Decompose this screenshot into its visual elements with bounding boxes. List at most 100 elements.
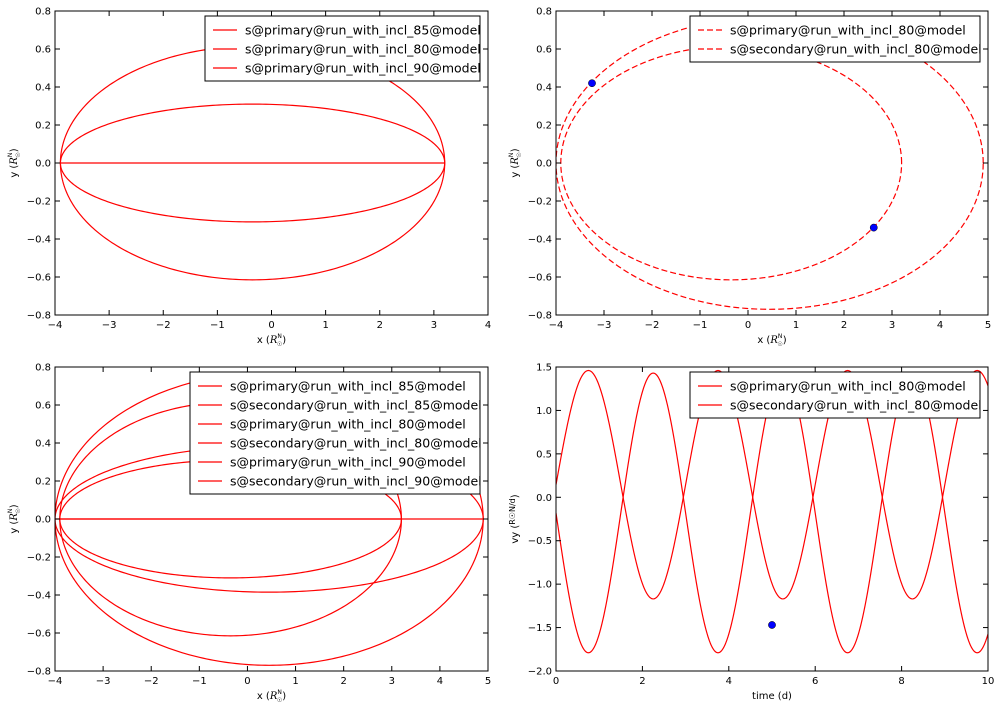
y-tick-label: −0.6 — [528, 273, 552, 284]
y-tick-label: −0.4 — [27, 235, 51, 246]
x-tick-label: −4 — [549, 320, 564, 331]
x-tick-label: 2 — [841, 320, 847, 331]
y-tick-label: 0.8 — [35, 363, 51, 374]
y-tick-label: 0.0 — [536, 493, 552, 504]
y-tick-label: −0.4 — [27, 591, 51, 602]
x-axis-label: time (d) — [752, 691, 792, 702]
y-axis-label: vy (R☉N/d) — [508, 494, 521, 543]
y-tick-label: 0.6 — [536, 45, 552, 56]
x-tick-label: −3 — [96, 676, 111, 687]
y-axis-label: y (RN☉) — [508, 148, 523, 177]
legend-label: s@primary@run_with_incl_80@model — [730, 379, 966, 394]
legend-box — [189, 371, 481, 495]
legend-box — [204, 15, 481, 82]
x-tick-label: 3 — [889, 320, 895, 331]
legend: s@primary@run_with_incl_80@model s@second… — [689, 15, 982, 63]
legend-label: s@primary@run_with_incl_90@model — [245, 61, 481, 76]
y-tick-label: −0.8 — [528, 311, 552, 322]
y-tick-label: 0.8 — [536, 7, 552, 18]
x-tick-label: 2 — [377, 320, 383, 331]
y-tick-label: 0.2 — [536, 121, 552, 132]
x-tick-label: 1 — [322, 320, 328, 331]
x-tick-label: −2 — [156, 320, 171, 331]
chart-panel-bottom-right: 0 2 4 6 8 10 −2.0 −1.5 −1.0 −0.5 0.0 0.5 1.0 1.5 time … — [508, 363, 994, 703]
legend-label: s@secondary@run_with_incl_90@model — [230, 474, 482, 489]
y-tick-label: −0.8 — [27, 311, 51, 322]
x-tick-label: −4 — [48, 320, 63, 331]
x-tick-label: 10 — [982, 676, 995, 687]
x-tick-label: −1 — [192, 676, 207, 687]
x-tick-label: 4 — [937, 320, 943, 331]
x-tick-label: 1 — [793, 320, 799, 331]
y-tick-label: −1.0 — [528, 580, 552, 591]
x-tick-label: −3 — [102, 320, 117, 331]
x-tick-label: 0 — [745, 320, 751, 331]
x-tick-label: 8 — [898, 676, 904, 687]
legend-label: s@secondary@run_with_incl_80@model — [730, 398, 982, 413]
axes-frame — [555, 366, 989, 672]
data-point-1 — [768, 621, 776, 629]
y-tick-label: −0.6 — [27, 629, 51, 640]
y-tick-label: 0.4 — [536, 83, 552, 94]
x-tick-label: 0 — [244, 676, 250, 687]
chart-panel-top-right: −4 −3 −2 −1 0 1 2 3 4 5 −0.8 −0.6 −0.4 −0.2 0.0 0.2 0.4 0… — [508, 7, 991, 349]
legend-label: s@primary@run_with_incl_80@model — [245, 42, 481, 57]
legend-label: s@primary@run_with_incl_85@model — [230, 379, 466, 394]
x-tick-label: 1 — [292, 676, 298, 687]
legend-box — [689, 15, 981, 63]
x-tick-label: 2 — [639, 676, 645, 687]
y-tick-label: −0.2 — [27, 553, 51, 564]
y-tick-label: −0.2 — [528, 197, 552, 208]
legend-label: s@primary@run_with_incl_80@model — [230, 417, 466, 432]
x-axis-label: x (RN ☉) — [257, 689, 286, 704]
y-tick-label: 0.8 — [35, 7, 51, 18]
y-tick-label: 0.0 — [536, 159, 552, 170]
y-tick-label: −0.4 — [528, 235, 552, 246]
series-line-1 — [556, 369, 988, 600]
legend: s@primary@run_with_incl_80@model s@second… — [689, 371, 982, 419]
x-tick-label: 4 — [485, 320, 491, 331]
y-tick-label: 0.0 — [35, 159, 51, 170]
y-tick-label: 1.5 — [536, 363, 552, 374]
x-tick-label: 4 — [726, 676, 732, 687]
y-tick-label: −2.0 — [528, 667, 552, 678]
y-tick-label: 0.4 — [35, 83, 51, 94]
y-tick-label: 0.6 — [35, 45, 51, 56]
data-point-1 — [588, 79, 596, 88]
x-tick-label: 5 — [485, 676, 491, 687]
chart-panel-top-left: −4 −3 −2 −1 0 1 2 3 4 −0.8 −0.6 −0.4 −0.2 0.0 0.2 0.4 0.… — [7, 7, 491, 349]
legend-label: s@secondary@run_with_incl_80@model — [230, 436, 482, 451]
y-axis-label: y (RN☉) — [7, 148, 22, 177]
x-tick-label: −3 — [597, 320, 612, 331]
series-line-1 — [560, 45, 903, 281]
legend-label: s@primary@run_with_incl_85@model — [245, 23, 481, 38]
data-point-2 — [869, 223, 878, 232]
y-tick-label: −0.2 — [27, 197, 51, 208]
x-tick-label: −1 — [693, 320, 708, 331]
x-tick-label: 6 — [812, 676, 818, 687]
chart-panel-bottom-left: −4 −3 −2 −1 0 1 2 3 4 5 −0.8 −0.6 −0.4 −0.2 0.0 0.2 0.4 0… — [7, 363, 491, 705]
y-tick-label: −0.5 — [528, 536, 552, 547]
x-tick-label: 5 — [985, 320, 991, 331]
legend-label: s@secondary@run_with_incl_80@model — [730, 42, 982, 57]
x-tick-label: −2 — [645, 320, 660, 331]
legend-box — [689, 371, 981, 419]
x-tick-label: −2 — [144, 676, 159, 687]
x-tick-label: 3 — [389, 676, 395, 687]
y-tick-label: −0.8 — [27, 667, 51, 678]
y-tick-label: 1.0 — [536, 406, 552, 417]
x-axis-label: x (RN ☉) — [257, 333, 286, 348]
y-tick-label: 0.0 — [35, 515, 51, 526]
x-tick-label: −1 — [210, 320, 225, 331]
y-tick-label: −0.6 — [27, 273, 51, 284]
y-tick-label: 0.6 — [35, 401, 51, 412]
legend: s@primary@run_with_incl_85@model s@primar… — [204, 15, 481, 82]
x-tick-label: 0 — [268, 320, 274, 331]
y-tick-label: −1.5 — [528, 623, 552, 634]
y-tick-label: 0.2 — [35, 121, 51, 132]
legend: s@primary@run_with_incl_85@model s@second… — [189, 371, 482, 495]
legend-label: s@secondary@run_with_incl_85@model — [230, 398, 482, 413]
x-tick-label: 3 — [431, 320, 437, 331]
y-tick-label: 0.5 — [536, 449, 552, 460]
